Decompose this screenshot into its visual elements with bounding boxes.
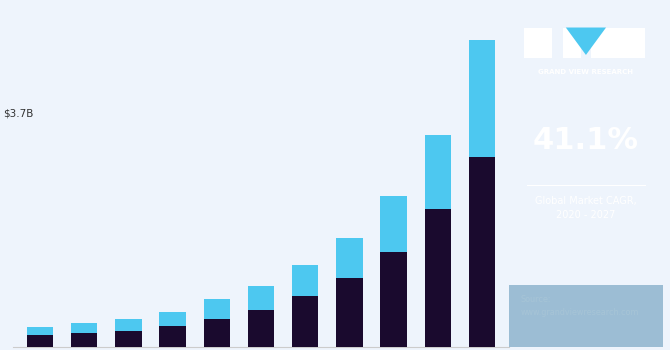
Bar	[336, 278, 362, 346]
Bar	[509, 285, 663, 346]
Bar	[524, 28, 552, 58]
Polygon shape	[565, 28, 606, 55]
Bar	[590, 28, 602, 58]
Bar	[27, 327, 53, 335]
Bar	[27, 335, 53, 346]
Bar	[602, 28, 645, 58]
Bar	[292, 296, 318, 346]
Bar	[71, 323, 97, 333]
Bar	[204, 299, 230, 319]
Bar	[71, 333, 97, 346]
Bar	[381, 196, 407, 252]
Bar	[381, 252, 407, 346]
Bar	[292, 265, 318, 296]
Bar	[469, 156, 495, 346]
Bar	[115, 319, 141, 331]
Text: GRAND VIEW RESEARCH: GRAND VIEW RESEARCH	[539, 69, 633, 75]
Bar	[469, 41, 495, 156]
Bar	[248, 286, 274, 309]
Text: Source:
www.grandviewresearch.com: Source: www.grandviewresearch.com	[521, 295, 639, 316]
Text: $3.7B: $3.7B	[3, 108, 34, 118]
Text: Global Market CAGR,
2020 - 2027: Global Market CAGR, 2020 - 2027	[535, 196, 636, 219]
Text: 41.1%: 41.1%	[533, 126, 639, 155]
Bar	[115, 331, 141, 346]
Bar	[204, 319, 230, 346]
Bar	[563, 28, 582, 58]
Bar	[159, 312, 186, 327]
Bar	[336, 238, 362, 278]
Bar	[248, 309, 274, 346]
Bar	[425, 209, 451, 346]
Bar	[425, 135, 451, 209]
Bar	[159, 327, 186, 346]
